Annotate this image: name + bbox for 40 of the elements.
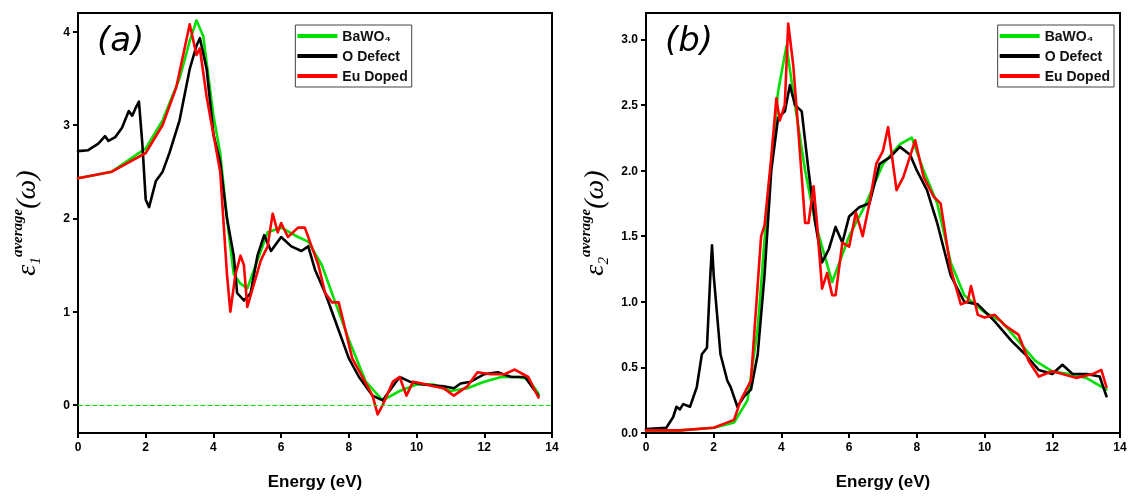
legend-label: BaWO₄: [1044, 28, 1094, 44]
x-tick-label: 14: [1113, 440, 1127, 454]
x-tick-label: 12: [477, 440, 492, 454]
y-tick-label: 1.0: [621, 294, 639, 309]
y-tick-label: 1.5: [621, 229, 639, 244]
x-tick-label: 0: [642, 440, 650, 454]
legend-label: O Defect: [1044, 48, 1103, 64]
x-tick-label: 10: [977, 440, 992, 454]
x-tick-label: 2: [142, 440, 150, 454]
chart-title: (a): [97, 19, 145, 59]
x-tick-label: 10: [409, 440, 424, 454]
y-tick-label: 2: [63, 211, 71, 226]
x-tick-label: 14: [545, 440, 559, 454]
y-tick-label: 0.5: [621, 360, 639, 375]
x-tick-label: 4: [778, 440, 786, 454]
legend-label: Eu Doped: [1044, 68, 1111, 84]
y-axis-title: ε2average(ω): [576, 170, 611, 276]
chart-title: (b): [665, 19, 714, 59]
y-tick-label: 0.0: [621, 426, 639, 440]
x-tick-label: 2: [710, 440, 718, 454]
x-tick-label: 12: [1045, 440, 1060, 454]
x-tick-label: 6: [845, 440, 853, 454]
x-axis-title: Energy (eV): [835, 472, 931, 491]
y-tick-label: 2.0: [621, 163, 639, 178]
x-tick-label: 6: [277, 440, 285, 454]
x-tick-label: 4: [210, 440, 218, 454]
legend-label: O Defect: [342, 48, 401, 64]
legend-label: Eu Doped: [342, 68, 408, 84]
x-tick-label: 8: [345, 440, 353, 454]
legend-label: BaWO₄: [342, 28, 392, 44]
y-tick-label: 0: [63, 398, 71, 412]
y-tick-label: 3.0: [621, 32, 639, 47]
x-tick-label: 0: [74, 440, 82, 454]
x-tick-label: 8: [913, 440, 921, 454]
x-axis-title: Energy (eV): [267, 472, 363, 491]
y-axis-title: ε1average(ω): [8, 170, 43, 276]
y-tick-label: 4: [63, 24, 71, 39]
y-tick-label: 3: [63, 118, 71, 132]
y-tick-label: 1: [63, 304, 71, 319]
y-tick-label: 2.5: [621, 97, 639, 112]
